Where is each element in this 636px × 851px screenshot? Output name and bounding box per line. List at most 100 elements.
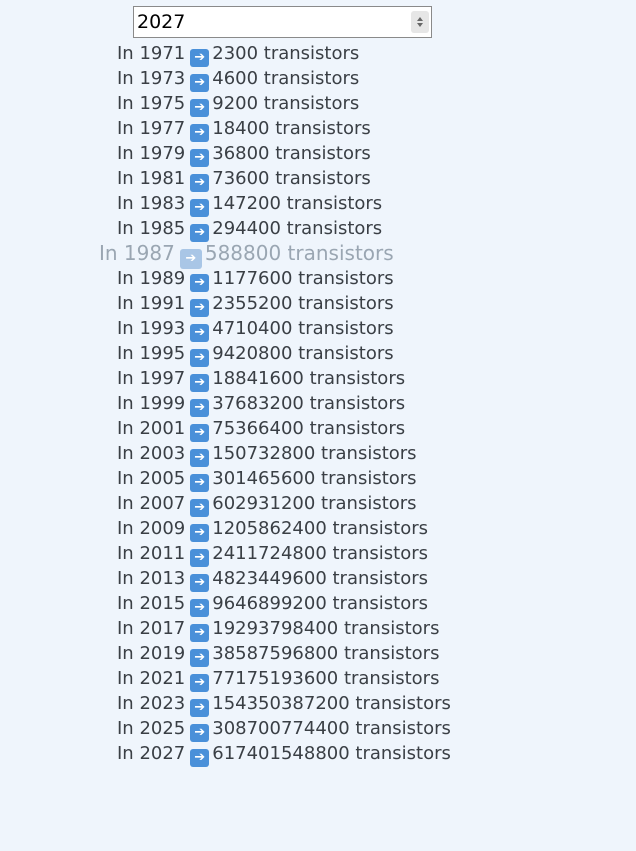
right-arrow-icon: ➔: [190, 599, 210, 617]
year-label: In 2023: [117, 693, 186, 714]
list-item: In 2007 ➔ 602931200 transistors: [0, 491, 636, 517]
transistor-count: 77175193600 transistors: [212, 668, 440, 689]
year-label: In 1997: [117, 368, 186, 389]
transistor-count: 617401548800 transistors: [212, 743, 451, 764]
list-item: In 1979 ➔ 36800 transistors: [0, 141, 636, 167]
year-label: In 1989: [117, 268, 186, 289]
right-arrow-icon: ➔: [190, 274, 210, 292]
year-label: In 2009: [117, 518, 186, 539]
right-arrow-icon: ➔: [190, 474, 210, 492]
year-label: In 1981: [117, 168, 186, 189]
year-label: In 1973: [117, 68, 186, 89]
list-item: In 1983 ➔ 147200 transistors: [0, 191, 636, 217]
transistor-count: 4600 transistors: [212, 68, 360, 89]
list-item: In 2023 ➔ 154350387200 transistors: [0, 691, 636, 717]
transistor-count: 73600 transistors: [212, 168, 371, 189]
year-input-container: [133, 6, 432, 38]
transistor-count: 1205862400 transistors: [212, 518, 428, 539]
list-item: In 2013 ➔ 4823449600 transistors: [0, 566, 636, 592]
year-label: In 2013: [117, 568, 186, 589]
right-arrow-icon: ➔: [190, 624, 210, 642]
year-label: In 2015: [117, 593, 186, 614]
year-label: In 1977: [117, 118, 186, 139]
right-arrow-icon: ➔: [190, 749, 210, 767]
transistor-count: 36800 transistors: [212, 143, 371, 164]
list-item: In 1977 ➔ 18400 transistors: [0, 116, 636, 142]
right-arrow-icon: ➔: [190, 724, 210, 742]
year-label: In 2027: [117, 743, 186, 764]
transistor-count: 294400 transistors: [212, 218, 383, 239]
transistor-count: 301465600 transistors: [212, 468, 417, 489]
transistor-count: 9646899200 transistors: [212, 593, 428, 614]
list-item: In 2019 ➔ 38587596800 transistors: [0, 641, 636, 667]
right-arrow-icon: ➔: [190, 224, 210, 242]
transistor-count: 602931200 transistors: [212, 493, 417, 514]
list-item: In 1997 ➔ 18841600 transistors: [0, 366, 636, 392]
transistor-count: 2300 transistors: [212, 43, 360, 64]
transistor-count: 18841600 transistors: [212, 368, 406, 389]
transistor-count: 9420800 transistors: [212, 343, 394, 364]
right-arrow-icon: ➔: [190, 524, 210, 542]
transistor-count: 75366400 transistors: [212, 418, 406, 439]
list-item: In 2005 ➔ 301465600 transistors: [0, 466, 636, 492]
year-input[interactable]: [134, 7, 404, 37]
year-label: In 1999: [117, 393, 186, 414]
transistor-count: 154350387200 transistors: [212, 693, 451, 714]
list-item: In 1991 ➔ 2355200 transistors: [0, 291, 636, 317]
year-spinner[interactable]: [411, 11, 429, 33]
right-arrow-icon: ➔: [190, 124, 210, 142]
list-item: In 2011 ➔ 2411724800 transistors: [0, 541, 636, 567]
list-item: In 1981 ➔ 73600 transistors: [0, 166, 636, 192]
right-arrow-icon: ➔: [190, 424, 210, 442]
right-arrow-icon: ➔: [190, 574, 210, 592]
year-label: In 2025: [117, 718, 186, 739]
year-label: In 1993: [117, 318, 186, 339]
list-item: In 2009 ➔ 1205862400 transistors: [0, 516, 636, 542]
right-arrow-icon: ➔: [179, 249, 202, 269]
transistor-count: 9200 transistors: [212, 93, 360, 114]
right-arrow-icon: ➔: [190, 199, 210, 217]
right-arrow-icon: ➔: [190, 49, 210, 67]
list-item: In 1971 ➔ 2300 transistors: [0, 41, 636, 67]
right-arrow-icon: ➔: [190, 549, 210, 567]
list-item: In 1987 ➔ 588800 transistors: [0, 241, 636, 269]
right-arrow-icon: ➔: [190, 374, 210, 392]
transistor-count: 19293798400 transistors: [212, 618, 440, 639]
year-label: In 1975: [117, 93, 186, 114]
list-item: In 2015 ➔ 9646899200 transistors: [0, 591, 636, 617]
year-label: In 1985: [117, 218, 186, 239]
right-arrow-icon: ➔: [190, 299, 210, 317]
right-arrow-icon: ➔: [190, 499, 210, 517]
transistor-list: In 1971 ➔ 2300 transistors In 1973 ➔ 4600 tra…: [0, 41, 636, 767]
right-arrow-icon: ➔: [190, 149, 210, 167]
list-item: In 2021 ➔ 77175193600 transistors: [0, 666, 636, 692]
year-label: In 2017: [117, 618, 186, 639]
transistor-count: 38587596800 transistors: [212, 643, 440, 664]
right-arrow-icon: ➔: [190, 399, 210, 417]
year-label: In 1995: [117, 343, 186, 364]
list-item: In 1995 ➔ 9420800 transistors: [0, 341, 636, 367]
spinner-down-icon[interactable]: [417, 23, 423, 27]
year-label: In 1979: [117, 143, 186, 164]
transistor-count: 2411724800 transistors: [212, 543, 428, 564]
right-arrow-icon: ➔: [190, 674, 210, 692]
spinner-up-icon[interactable]: [417, 17, 423, 21]
right-arrow-icon: ➔: [190, 449, 210, 467]
year-label: In 1987: [99, 241, 175, 265]
year-label: In 2019: [117, 643, 186, 664]
transistor-count: 4710400 transistors: [212, 318, 394, 339]
year-label: In 2011: [117, 543, 186, 564]
right-arrow-icon: ➔: [190, 699, 210, 717]
list-item: In 2025 ➔ 308700774400 transistors: [0, 716, 636, 742]
list-item: In 2001 ➔ 75366400 transistors: [0, 416, 636, 442]
right-arrow-icon: ➔: [190, 649, 210, 667]
year-label: In 1983: [117, 193, 186, 214]
year-label: In 1991: [117, 293, 186, 314]
transistor-count: 147200 transistors: [212, 193, 383, 214]
year-label: In 2005: [117, 468, 186, 489]
list-item: In 1975 ➔ 9200 transistors: [0, 91, 636, 117]
transistor-count: 150732800 transistors: [212, 443, 417, 464]
list-item: In 1993 ➔ 4710400 transistors: [0, 316, 636, 342]
right-arrow-icon: ➔: [190, 174, 210, 192]
transistor-count: 588800 transistors: [204, 241, 394, 265]
